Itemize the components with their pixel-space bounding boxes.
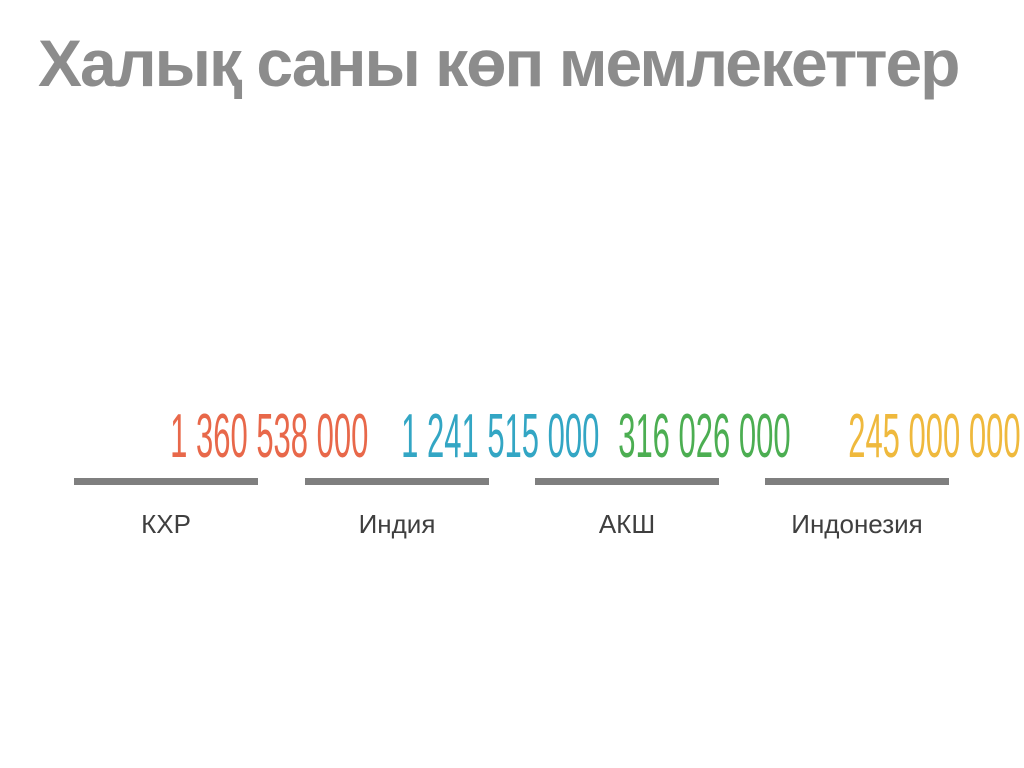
stats-row: 1 360 538 000 КХР 1 241 515 000 Индия 31… (0, 406, 1024, 548)
stat-underline (765, 478, 949, 485)
stat-column-india: 1 241 515 000 Индия (302, 406, 599, 539)
stat-underline (535, 478, 719, 485)
stat-label: КХР (141, 509, 191, 539)
stat-value-wrap: 316 026 000 (532, 406, 790, 468)
stat-underline (74, 478, 258, 485)
stat-value-wrap: 1 241 515 000 (302, 406, 599, 468)
stat-value: 1 241 515 000 (401, 402, 600, 471)
stat-label: Индонезия (791, 509, 923, 539)
stat-column-kxr: 1 360 538 000 КХР (71, 406, 368, 539)
stat-label: АКШ (598, 509, 656, 539)
stat-value: 316 026 000 (618, 402, 791, 471)
stat-column-aksh: 316 026 000 АКШ (532, 406, 791, 539)
stat-underline (305, 478, 489, 485)
stat-value: 1 360 538 000 (170, 402, 369, 471)
stat-value-wrap: 1 360 538 000 (71, 406, 368, 468)
stat-value-wrap: 245 000 000 (762, 406, 1020, 468)
stat-column-indonesia: 245 000 000 Индонезия (762, 406, 1021, 539)
stat-value: 245 000 000 (848, 402, 1021, 471)
page-title: Халық саны көп мемлекеттер (38, 26, 961, 100)
stat-label: Индия (358, 509, 436, 539)
